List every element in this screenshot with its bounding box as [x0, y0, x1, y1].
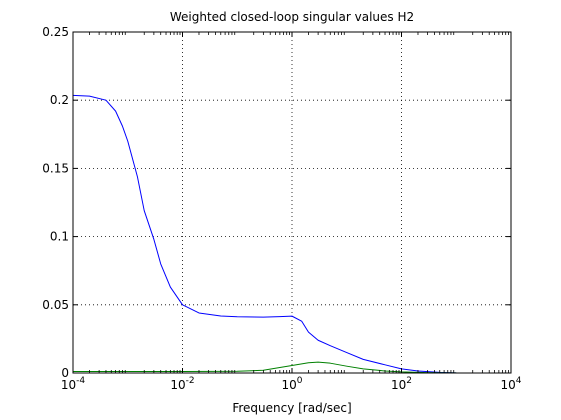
x-tick-label: 104 [500, 376, 521, 392]
x-tick-label: 102 [391, 376, 412, 392]
x-tick-label: 10-2 [170, 376, 194, 392]
x-tick-label-exponent: 2 [406, 376, 412, 386]
x-tick-label-exponent: 0 [297, 376, 303, 386]
y-tick-label: 0.2 [50, 93, 69, 107]
x-tick-label-base: 10 [500, 378, 515, 392]
x-tick-label-base: 10 [170, 378, 185, 392]
x-tick-label-base: 10 [391, 378, 406, 392]
y-tick-label: 0.05 [42, 298, 69, 312]
x-tick-label-exponent: -2 [186, 376, 195, 386]
x-tick-label-base: 10 [61, 378, 76, 392]
x-tick-label-exponent: -4 [76, 376, 85, 386]
y-tick-label: 0.1 [50, 230, 69, 244]
x-tick-label: 10-4 [61, 376, 86, 392]
x-tick-label: 100 [281, 376, 302, 392]
chart-title: Weighted closed-loop singular values H2 [170, 10, 414, 24]
plot-area [73, 32, 511, 373]
x-tick-label-exponent: 4 [516, 376, 522, 386]
y-tick-label: 0.25 [42, 25, 69, 39]
y-tick-label: 0.15 [42, 161, 69, 175]
x-tick-label-base: 10 [281, 378, 296, 392]
y-tick-label: 0 [61, 366, 69, 380]
series-line-1 [72, 94, 457, 374]
x-axis-label: Frequency [rad/sec] [232, 401, 351, 415]
